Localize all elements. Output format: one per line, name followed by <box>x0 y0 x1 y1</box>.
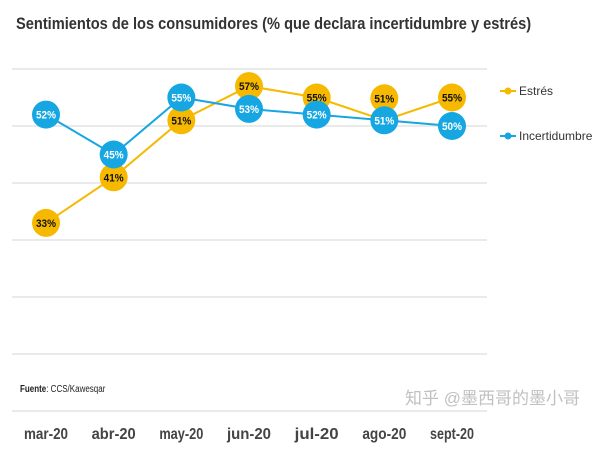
data-label: 51% <box>374 93 394 105</box>
x-tick-label: sept-20 <box>430 426 474 443</box>
x-tick-label: jun-20 <box>226 426 271 443</box>
x-tick-label: abr-20 <box>92 426 136 443</box>
chart-title: Sentimientos de los consumidores (% que … <box>16 14 532 33</box>
data-label: 57% <box>239 81 259 93</box>
x-tick-label: mar-20 <box>24 426 68 443</box>
data-label: 51% <box>374 115 394 127</box>
data-point <box>99 163 128 192</box>
data-point <box>438 112 466 140</box>
data-point <box>167 106 196 135</box>
data-label: 55% <box>171 93 191 105</box>
data-label: 45% <box>104 150 124 162</box>
x-tick-label: jul-20 <box>294 426 339 443</box>
data-point <box>235 72 263 101</box>
data-point <box>32 208 60 237</box>
data-label: 53% <box>239 104 259 116</box>
data-point <box>99 140 128 169</box>
data-label: 52% <box>36 110 56 122</box>
data-point <box>438 83 466 112</box>
source-label: Fuente <box>20 384 47 395</box>
legend-marker <box>504 87 512 95</box>
data-label: 41% <box>104 172 124 184</box>
watermark: 知乎 @墨西哥的墨小哥 <box>405 389 580 408</box>
legend-label: Incertidumbre <box>519 129 593 143</box>
data-label: 52% <box>307 110 327 122</box>
data-label: 55% <box>307 93 327 105</box>
legend-label: Estrés <box>519 84 553 98</box>
data-point <box>235 94 263 123</box>
source-note: Fuente: CCS/Kawesqar <box>20 384 105 395</box>
data-label: 33% <box>36 218 56 230</box>
data-point <box>370 106 399 135</box>
data-point <box>302 100 331 129</box>
x-tick-label: may-20 <box>159 426 203 443</box>
data-point <box>370 84 399 113</box>
data-point <box>32 100 60 129</box>
data-point <box>167 83 196 112</box>
data-label: 50% <box>442 121 462 133</box>
legend-marker <box>504 132 512 140</box>
data-label: 51% <box>171 115 191 127</box>
data-label: 55% <box>442 93 462 105</box>
source-text: : CCS/Kawesqar <box>46 384 106 395</box>
x-tick-label: ago-20 <box>362 426 406 443</box>
